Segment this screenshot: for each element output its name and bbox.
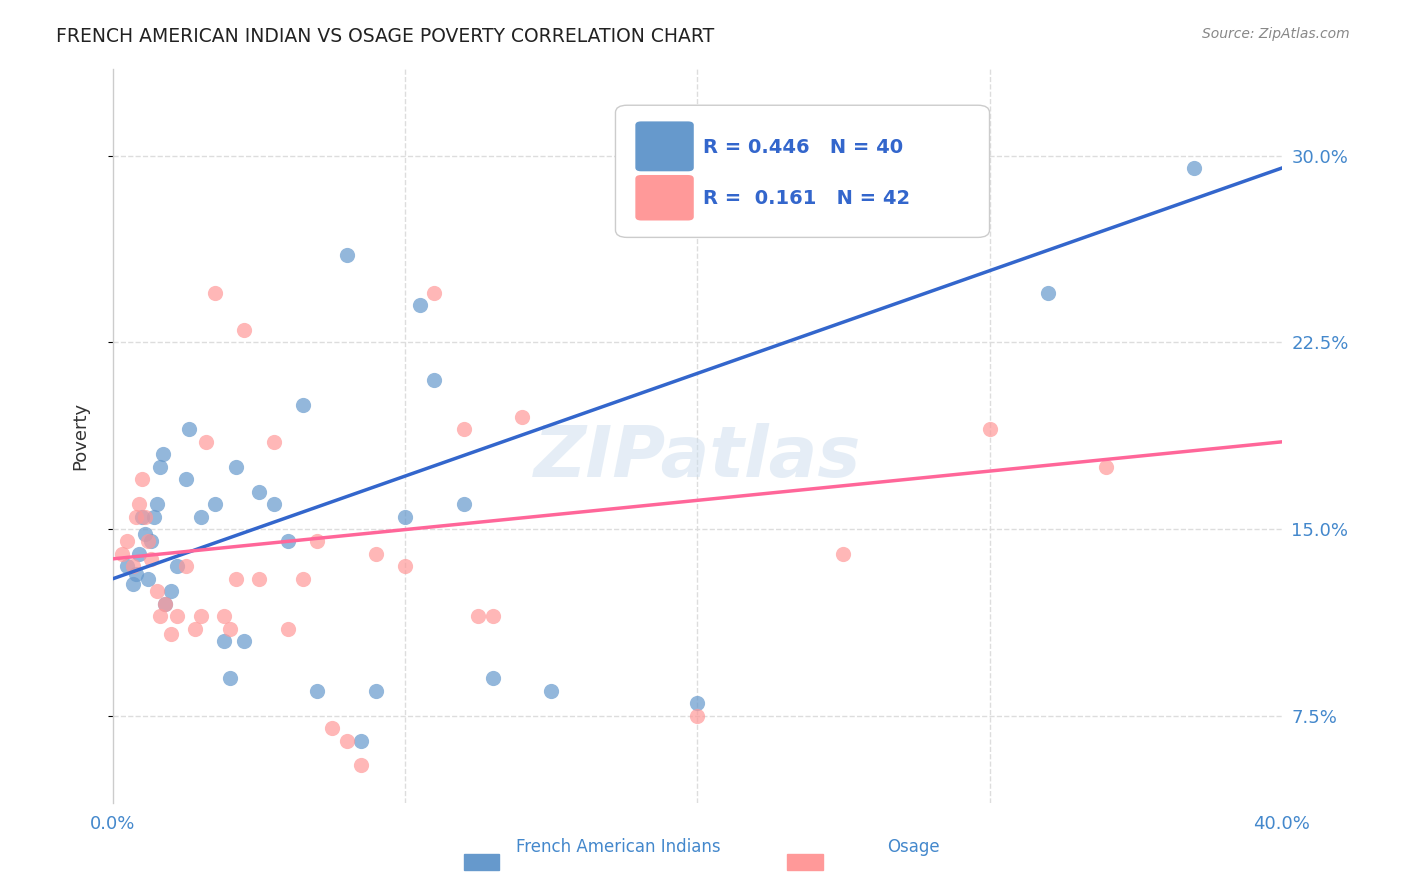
Point	[979, 422, 1001, 436]
Point	[139, 552, 162, 566]
Point	[686, 708, 709, 723]
Point	[190, 609, 212, 624]
Point	[394, 509, 416, 524]
Point	[263, 434, 285, 449]
Point	[190, 509, 212, 524]
Point	[233, 634, 256, 648]
Point	[160, 584, 183, 599]
Point	[453, 422, 475, 436]
FancyBboxPatch shape	[636, 175, 693, 220]
Point	[155, 597, 177, 611]
Point	[350, 758, 373, 772]
Point	[364, 683, 387, 698]
Point	[307, 683, 329, 698]
Point	[125, 566, 148, 581]
Point	[125, 509, 148, 524]
Point	[832, 547, 855, 561]
Text: French American Indians: French American Indians	[516, 838, 721, 856]
Point	[212, 609, 235, 624]
Point	[177, 422, 200, 436]
Point	[212, 634, 235, 648]
Point	[1182, 161, 1205, 175]
Text: 40.0%: 40.0%	[1253, 815, 1310, 833]
Point	[247, 484, 270, 499]
Point	[122, 576, 145, 591]
Point	[134, 509, 156, 524]
Text: ZIPatlas: ZIPatlas	[534, 423, 860, 492]
Point	[117, 534, 139, 549]
Point	[131, 472, 153, 486]
Text: Osage: Osage	[887, 838, 941, 856]
Point	[204, 285, 226, 300]
Point	[225, 459, 247, 474]
Text: R =  0.161   N = 42: R = 0.161 N = 42	[703, 189, 910, 208]
Point	[183, 622, 205, 636]
Point	[423, 285, 446, 300]
Point	[453, 497, 475, 511]
Point	[510, 409, 533, 424]
Bar	[464, 854, 499, 870]
Point	[364, 547, 387, 561]
FancyBboxPatch shape	[636, 121, 693, 171]
Point	[481, 609, 503, 624]
FancyBboxPatch shape	[616, 105, 990, 237]
Point	[149, 459, 172, 474]
Point	[277, 622, 299, 636]
Point	[145, 497, 167, 511]
Point	[467, 609, 489, 624]
Point	[336, 248, 359, 262]
Point	[291, 398, 314, 412]
Point	[307, 534, 329, 549]
Point	[247, 572, 270, 586]
Point	[166, 559, 188, 574]
Text: R = 0.446   N = 40: R = 0.446 N = 40	[703, 137, 903, 157]
Bar	[787, 854, 823, 870]
Point	[122, 559, 145, 574]
Text: FRENCH AMERICAN INDIAN VS OSAGE POVERTY CORRELATION CHART: FRENCH AMERICAN INDIAN VS OSAGE POVERTY …	[56, 27, 714, 45]
Point	[540, 683, 562, 698]
Text: Source: ZipAtlas.com: Source: ZipAtlas.com	[1202, 27, 1350, 41]
Point	[160, 626, 183, 640]
Point	[166, 609, 188, 624]
Point	[225, 572, 247, 586]
Point	[686, 696, 709, 710]
Point	[174, 472, 197, 486]
Point	[321, 721, 343, 735]
Point	[291, 572, 314, 586]
Point	[336, 733, 359, 747]
Point	[233, 323, 256, 337]
Point	[139, 534, 162, 549]
Point	[481, 671, 503, 685]
Point	[350, 733, 373, 747]
Text: 0.0%: 0.0%	[90, 815, 135, 833]
Point	[110, 547, 132, 561]
Point	[136, 534, 159, 549]
Point	[204, 497, 226, 511]
Point	[142, 509, 165, 524]
Point	[174, 559, 197, 574]
Point	[145, 584, 167, 599]
Point	[117, 559, 139, 574]
Point	[136, 572, 159, 586]
Point	[218, 671, 240, 685]
Point	[263, 497, 285, 511]
Point	[155, 597, 177, 611]
Point	[1036, 285, 1059, 300]
Point	[134, 527, 156, 541]
Point	[149, 609, 172, 624]
Point	[128, 497, 150, 511]
Point	[277, 534, 299, 549]
Point	[423, 373, 446, 387]
Point	[408, 298, 430, 312]
Point	[195, 434, 218, 449]
Point	[131, 509, 153, 524]
Point	[128, 547, 150, 561]
Point	[394, 559, 416, 574]
Point	[152, 447, 174, 461]
Y-axis label: Poverty: Poverty	[72, 401, 89, 470]
Point	[1095, 459, 1118, 474]
Point	[218, 622, 240, 636]
